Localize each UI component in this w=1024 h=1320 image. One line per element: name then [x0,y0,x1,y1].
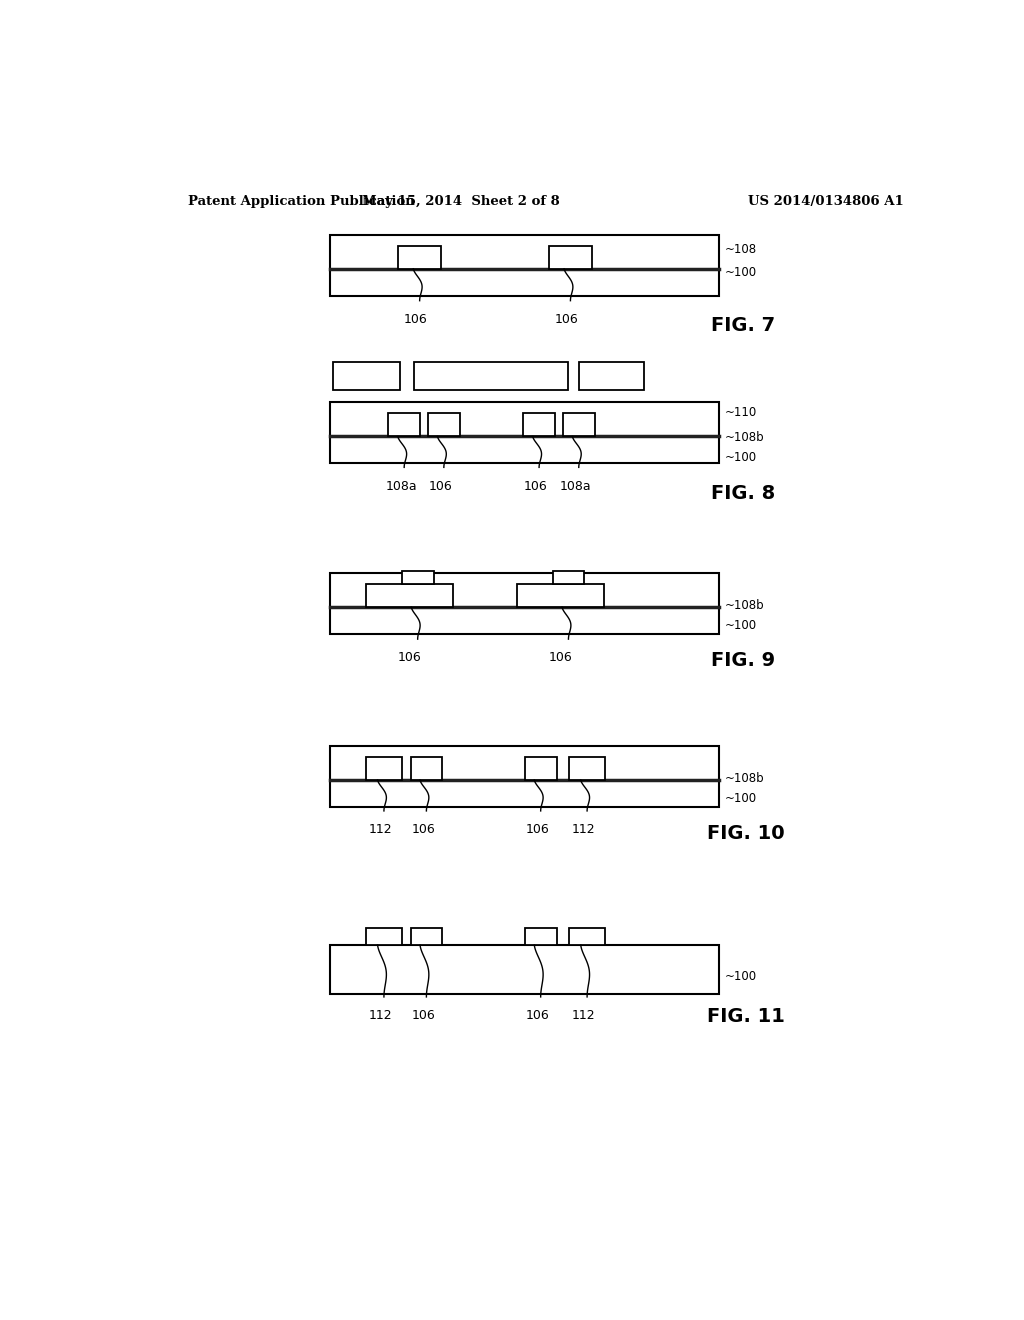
Text: FIG. 7: FIG. 7 [712,315,775,335]
Bar [397,246,441,269]
Text: ~108b: ~108b [725,432,764,445]
Text: 106: 106 [412,824,435,836]
Text: May 15, 2014  Sheet 2 of 8: May 15, 2014 Sheet 2 of 8 [362,194,560,207]
Bar [411,756,442,780]
Bar [553,570,585,583]
Text: FIG. 10: FIG. 10 [708,824,785,843]
Bar [524,928,557,945]
Text: 106: 106 [554,313,578,326]
Bar [569,928,605,945]
Bar [549,246,592,269]
Text: 106: 106 [429,479,453,492]
Text: ~108: ~108 [725,243,757,256]
Text: 106: 106 [549,651,572,664]
Bar [367,756,401,780]
Text: FIG. 9: FIG. 9 [712,651,775,671]
Bar [331,746,719,807]
Bar [428,413,460,437]
Text: ~100: ~100 [725,265,757,279]
Bar [388,413,420,437]
Text: 112: 112 [571,824,595,836]
Bar [367,583,454,607]
Bar [331,573,719,634]
Text: 106: 106 [403,313,427,326]
Text: 106: 106 [525,824,549,836]
Text: 106: 106 [398,651,422,664]
Bar [331,945,719,994]
Bar [524,756,557,780]
Bar [563,413,595,437]
Text: ~100: ~100 [725,450,757,463]
Text: FIG. 11: FIG. 11 [708,1007,785,1026]
Text: 108a: 108a [560,479,592,492]
Text: ~110: ~110 [725,407,757,418]
Text: ~108b: ~108b [725,772,764,785]
Bar [523,413,555,437]
Bar [517,583,604,607]
Text: 112: 112 [369,824,392,836]
Text: 106: 106 [525,1008,549,1022]
Bar [331,235,719,296]
Text: ~108b: ~108b [725,599,764,612]
Text: ~100: ~100 [725,619,757,632]
Bar [367,928,401,945]
Bar [331,403,719,463]
Bar [401,570,433,583]
Bar [411,928,442,945]
Bar [333,362,400,391]
Text: 112: 112 [369,1008,392,1022]
Text: 106: 106 [412,1008,435,1022]
Text: 112: 112 [571,1008,595,1022]
Text: FIG. 8: FIG. 8 [712,483,775,503]
Text: 108a: 108a [385,479,417,492]
Bar [414,362,568,391]
Bar [579,362,644,391]
Text: US 2014/0134806 A1: US 2014/0134806 A1 [749,194,904,207]
Bar [569,756,605,780]
Text: Patent Application Publication: Patent Application Publication [187,194,415,207]
Text: ~100: ~100 [725,970,757,983]
Text: 106: 106 [524,479,548,492]
Text: ~100: ~100 [725,792,757,805]
